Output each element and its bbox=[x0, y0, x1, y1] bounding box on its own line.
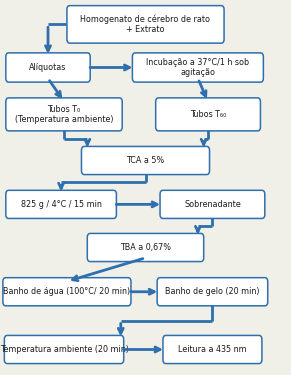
Text: Banho de gelo (20 min): Banho de gelo (20 min) bbox=[165, 287, 260, 296]
FancyBboxPatch shape bbox=[157, 278, 268, 306]
FancyBboxPatch shape bbox=[160, 190, 265, 218]
Text: TBA a 0,67%: TBA a 0,67% bbox=[120, 243, 171, 252]
FancyBboxPatch shape bbox=[132, 53, 263, 82]
Text: Banho de água (100°C/ 20 min): Banho de água (100°C/ 20 min) bbox=[3, 287, 130, 296]
Text: Leitura a 435 nm: Leitura a 435 nm bbox=[178, 345, 247, 354]
FancyBboxPatch shape bbox=[163, 335, 262, 364]
FancyBboxPatch shape bbox=[67, 6, 224, 43]
FancyBboxPatch shape bbox=[6, 190, 116, 218]
Text: Temperatura ambiente (20 min): Temperatura ambiente (20 min) bbox=[0, 345, 128, 354]
Text: Homogenato de cérebro de rato
+ Extrato: Homogenato de cérebro de rato + Extrato bbox=[81, 14, 210, 34]
FancyBboxPatch shape bbox=[3, 278, 131, 306]
FancyBboxPatch shape bbox=[156, 98, 260, 131]
Text: Tubos T₆₀: Tubos T₆₀ bbox=[190, 110, 226, 119]
Text: Alíquotas: Alíquotas bbox=[29, 63, 67, 72]
Text: TCA a 5%: TCA a 5% bbox=[126, 156, 165, 165]
FancyBboxPatch shape bbox=[6, 98, 122, 131]
FancyBboxPatch shape bbox=[6, 53, 90, 82]
FancyBboxPatch shape bbox=[81, 147, 210, 175]
Text: Incubação a 37°C/1 h sob
agitação: Incubação a 37°C/1 h sob agitação bbox=[146, 58, 249, 77]
FancyBboxPatch shape bbox=[87, 233, 204, 262]
Text: 825 g / 4°C / 15 min: 825 g / 4°C / 15 min bbox=[21, 200, 102, 209]
Text: Sobrenadante: Sobrenadante bbox=[184, 200, 241, 209]
Text: Tubos T₀
(Temperatura ambiente): Tubos T₀ (Temperatura ambiente) bbox=[15, 105, 113, 124]
FancyBboxPatch shape bbox=[4, 335, 124, 364]
